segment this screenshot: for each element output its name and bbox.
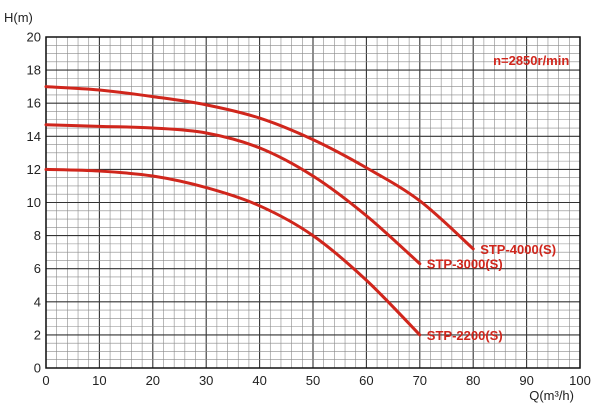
- y-tick-label: 18: [27, 63, 41, 78]
- y-tick-label: 16: [27, 96, 41, 111]
- y-tick-label: 4: [34, 294, 41, 309]
- y-tick-label: 20: [27, 30, 41, 45]
- series-label-stp-2200-s: STP-2200(S): [427, 328, 503, 343]
- y-axis-title: H(m): [4, 10, 33, 25]
- series: STP-4000(S)STP-3000(S) STP-2200(S): [44, 85, 556, 343]
- x-tick-label: 100: [569, 373, 591, 388]
- x-axis-title: Q(m³/h): [529, 388, 574, 403]
- tick-labels: 0 10 20 30 40 50 60 70 80 90 100 0 2 4 6 8 10 12 14 16 18 20: [27, 30, 591, 389]
- x-tick-label: 50: [306, 373, 320, 388]
- x-tick-label: 30: [199, 373, 213, 388]
- series-line-stp-2200-s: [44, 167, 422, 337]
- series-label-stp-3000-s: STP-3000(S): [427, 257, 503, 272]
- y-tick-label: 12: [27, 162, 41, 177]
- plot-frame: [45, 36, 581, 369]
- y-tick-label: 6: [34, 261, 41, 276]
- series-label-stp-4000-s: STP-4000(S): [480, 242, 556, 257]
- y-tick-label: 14: [27, 129, 41, 144]
- x-tick-label: 70: [413, 373, 427, 388]
- series-line-stp-4000-s: [44, 85, 475, 251]
- y-tick-label: 8: [34, 228, 41, 243]
- x-tick-label: 0: [42, 373, 49, 388]
- y-tick-label: 2: [34, 327, 41, 342]
- speed-annotation: n=2850r/min: [493, 53, 569, 68]
- y-tick-label: 0: [34, 361, 41, 376]
- x-tick-label: 20: [146, 373, 160, 388]
- grid: [45, 36, 581, 369]
- y-tick-label: 10: [27, 195, 41, 210]
- x-tick-label: 80: [466, 373, 480, 388]
- x-tick-label: 40: [252, 373, 266, 388]
- x-tick-label: 60: [359, 373, 373, 388]
- series-line-stp-3000-s: [44, 123, 422, 266]
- x-tick-label: 10: [92, 373, 106, 388]
- x-tick-label: 90: [519, 373, 533, 388]
